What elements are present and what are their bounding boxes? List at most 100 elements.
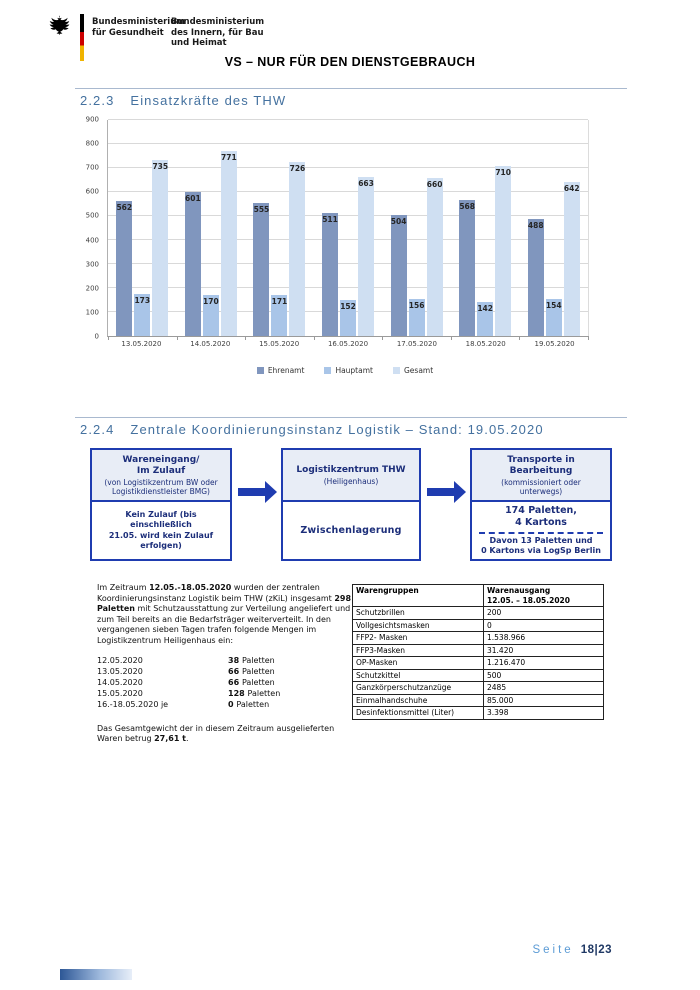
- axis-tick: [245, 336, 247, 340]
- legend-label: Gesamt: [403, 365, 434, 375]
- delivery-amount-value: 38: [228, 655, 240, 665]
- bar-gesamt: 663: [358, 176, 375, 336]
- y-axis-label: 100: [85, 308, 99, 317]
- classification-heading: VS – NUR FÜR DEN DIENSTGEBRAUCH: [224, 55, 476, 69]
- delivery-row: 12.05.2020 38 Paletten: [97, 656, 353, 667]
- bar-group: 488 154 642: [519, 120, 588, 336]
- bar-value-label: 171: [271, 296, 288, 306]
- delivery-amount-value: 0: [228, 699, 234, 709]
- legend-item: Ehrenamt: [256, 365, 305, 375]
- chart-plot-area: 562 173 735 601 170 771 555 171 726 511 152 663 504 1…: [107, 119, 589, 340]
- flow-box-wareneingang-body: Kein Zulauf (bis einschließlich 21.05. w…: [92, 502, 230, 559]
- intro-text: mit Schutzausstattung zur Verteilung ang…: [97, 604, 351, 645]
- table-cell: 1.216.470: [483, 656, 604, 670]
- table-header-row: Warengruppen Warenausgang 12.05. – 18.05…: [352, 584, 604, 607]
- bar-value-label: 771: [221, 152, 237, 162]
- delivery-date: 15.05.2020: [97, 688, 143, 698]
- delivery-unit: Paletten: [241, 655, 275, 665]
- gridline: [108, 167, 588, 168]
- flow-box-wareneingang-title: Wareneingang/ Im Zulauf: [122, 454, 200, 476]
- footer-gradient-bar: [60, 969, 132, 980]
- delivery-amount: 66 Paletten: [228, 667, 275, 678]
- gridline: [108, 215, 588, 216]
- federal-eagle-icon: [46, 12, 73, 40]
- table-cell: Ganzkörperschutzanzüge: [352, 681, 484, 695]
- bar-value-label: 642: [563, 183, 580, 193]
- flow-arrow-zone: [421, 448, 470, 561]
- bar-value-label: 568: [459, 201, 475, 211]
- logistics-flow-diagram: Wareneingang/ Im Zulauf (von Logistikzen…: [90, 448, 612, 561]
- arrow-head: [264, 481, 277, 503]
- delivery-amount-value: 66: [228, 677, 240, 687]
- bar-value-label: 152: [340, 301, 356, 311]
- bar-hauptamt: 142: [477, 301, 494, 336]
- intro-bold-paletten: 298 Paletten: [97, 593, 352, 614]
- bar-gesamt: 642: [563, 181, 580, 336]
- y-axis-label: 0: [94, 332, 99, 341]
- warengruppen-table-head: Warengruppen Warenausgang 12.05. – 18.05…: [352, 584, 604, 607]
- bar-value-label: 726: [289, 163, 306, 173]
- x-axis-label: 14.05.2020: [190, 340, 231, 348]
- arrow-shaft: [426, 488, 455, 496]
- flow-box-logistikzentrum-header: Logistikzentrum THW (Heiligenhaus): [283, 450, 419, 502]
- delivery-amount: 38 Paletten: [228, 656, 275, 667]
- y-axis-label: 600: [85, 187, 99, 196]
- bar-ehrenamt: 511: [322, 213, 339, 336]
- section-224-title: Zentrale Koordinierungsinstanz Logistik …: [130, 422, 544, 437]
- flow-box-transporte: Transporte in Bearbeitung (kommissionier…: [470, 448, 612, 561]
- table-row: Schutzbrillen 200: [352, 606, 604, 620]
- bar-value-label: 735: [152, 161, 169, 171]
- delivery-row: 15.05.2020 128 Paletten: [97, 689, 353, 700]
- bar-value-label: 660: [426, 179, 443, 189]
- bar-value-label: 511: [322, 215, 338, 225]
- axis-tick: [450, 336, 452, 340]
- x-axis-label: 19.05.2020: [534, 340, 575, 348]
- weight-text: Das Gesamtgewicht der in diesem Zeitraum…: [97, 723, 335, 744]
- table-cell: Schutzbrillen: [352, 606, 484, 620]
- delivery-unit: Paletten: [236, 699, 270, 709]
- delivery-amount: 128 Paletten: [228, 689, 280, 700]
- legend-label: Hauptamt: [335, 365, 373, 375]
- section-divider: [75, 417, 627, 418]
- table-cell: Einmalhandschuhe: [352, 693, 484, 707]
- bar-hauptamt: 171: [271, 294, 288, 336]
- delivery-unit: Paletten: [241, 666, 275, 676]
- bar-value-label: 142: [477, 303, 493, 313]
- gridline: [108, 239, 588, 240]
- x-axis-label: 18.05.2020: [465, 340, 506, 348]
- legend-swatch-hauptamt: [324, 366, 332, 374]
- warengruppen-table: Warengruppen Warenausgang 12.05. – 18.05…: [352, 584, 604, 720]
- axis-tick: [313, 336, 315, 340]
- bar-gesamt: 660: [426, 177, 443, 336]
- gridline: [108, 191, 588, 193]
- intro-text: Im Zeitraum: [97, 583, 150, 592]
- table-cell: OP-Masken: [352, 656, 484, 670]
- flag-stripe: [80, 14, 84, 61]
- table-row: OP-Masken 1.216.470: [352, 656, 604, 670]
- bar-group: 568 142 710: [451, 120, 520, 336]
- x-axis-label: 17.05.2020: [396, 340, 437, 348]
- bar-group: 601 170 771: [177, 120, 246, 336]
- bar-ehrenamt: 601: [184, 191, 201, 336]
- table-row: Desinfektionsmittel (Liter) 3.398: [352, 706, 604, 720]
- section-divider: [75, 88, 627, 89]
- ministry-interior-label: Bundesministerium des Innern, für Bau un…: [171, 17, 265, 48]
- footer-seite-label: Seite: [532, 944, 574, 956]
- delivery-amount-value: 128: [228, 688, 245, 698]
- flow-box-logistikzentrum-subtitle: (Heiligenhaus): [323, 476, 379, 486]
- logistics-table-body: Schutzbrillen 200 Vollgesichtsmasken 0 FFP2-…: [352, 606, 604, 720]
- delivery-unit: Paletten: [241, 677, 275, 687]
- table-cell: FFP3-Masken: [352, 643, 484, 657]
- delivery-date: 12.05.2020: [97, 655, 143, 665]
- table-row: Ganzkörperschutzanzüge 2485: [352, 681, 604, 695]
- bar-value-label: 601: [185, 193, 201, 203]
- arrow-head: [453, 481, 466, 503]
- bar-value-label: 156: [408, 300, 425, 310]
- gridline: [108, 287, 588, 288]
- legend-label: Ehrenamt: [267, 365, 305, 375]
- bars-layer: 562 173 735 601 170 771 555 171 726 511 152 663 504 1…: [108, 120, 588, 336]
- bar-value-label: 710: [495, 167, 511, 177]
- page-footer: Seite 18|23: [532, 944, 612, 956]
- x-axis-label: 15.05.2020: [259, 340, 300, 348]
- axis-tick: [176, 336, 178, 340]
